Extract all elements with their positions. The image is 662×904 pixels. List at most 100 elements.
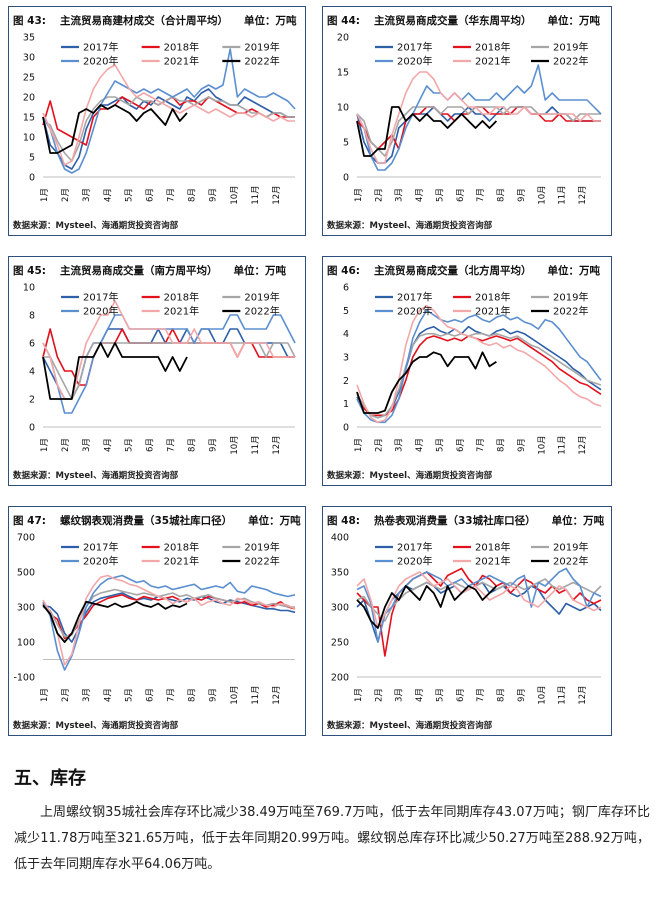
figure-title: 主流贸易商成交量（北方周平均）: [373, 265, 532, 277]
chart-title: 图 46: 主流贸易商成交量（北方周平均） 单位：万吨: [327, 263, 600, 278]
y-tick-label: 0: [343, 423, 349, 434]
x-tick-label: 8月: [188, 438, 198, 452]
legend-label: 2017年: [83, 41, 118, 54]
x-tick-label: 8月: [497, 188, 507, 202]
y-tick-label: 20: [337, 33, 349, 44]
figure-number: 图 48:: [327, 515, 360, 527]
series-line-2020: [356, 64, 602, 171]
x-tick-label: 5月: [435, 188, 445, 202]
x-tick-label: 1月: [354, 688, 364, 702]
x-tick-label: 7月: [476, 188, 486, 202]
y-tick-label: 10: [23, 283, 35, 294]
x-tick-label: 3月: [82, 688, 92, 702]
x-tick-label: 4月: [415, 688, 425, 702]
x-tick-label: 5月: [124, 188, 134, 202]
x-tick-label: 8月: [188, 688, 198, 702]
chart-title: 图 48: 热卷表观消费量（33城社库口径） 单位：万吨: [327, 513, 604, 528]
x-tick-label: 8月: [497, 438, 507, 452]
x-tick-label: 2月: [61, 188, 71, 202]
x-tick-label: 4月: [103, 188, 113, 202]
series-line-2022: [356, 106, 498, 157]
figure-unit: 单位：万吨: [551, 515, 605, 527]
data-source: 数据来源：Mysteel、海通期货投资咨询部: [327, 221, 493, 231]
y-tick-label: 20: [23, 93, 35, 104]
x-tick-label: 10月: [230, 185, 240, 204]
y-tick-label: 4: [29, 367, 35, 378]
x-tick-label: 1月: [40, 688, 50, 702]
x-tick-label: 4月: [103, 688, 113, 702]
series-line-2021: [356, 304, 602, 424]
data-source: 数据来源：Mysteel、海通期货投资咨询部: [327, 471, 493, 481]
x-tick-label: 3月: [82, 438, 92, 452]
legend-label: 2017年: [397, 291, 432, 304]
legend-label: 2017年: [397, 541, 432, 554]
y-tick-label: 350: [331, 568, 349, 579]
y-tick-label: 500: [17, 568, 35, 579]
y-tick-label: 2: [343, 376, 349, 387]
chart-panel-44: 图 44: 主流贸易商成交量（华东周平均） 单位：万吨 0 5 10 15 20 1月 2月 3月…: [322, 6, 612, 236]
legend-label: 2021年: [164, 55, 199, 68]
y-tick-label: 8: [29, 311, 35, 322]
x-tick-label: 5月: [435, 688, 445, 702]
series-line-2022: [42, 342, 188, 400]
legend-label: 2020年: [397, 305, 432, 318]
chart-panel-45: 图 45: 主流贸易商成交量（南方周平均） 单位：万吨 0 2 4 6 8 10 1月 2月 3月 4…: [8, 256, 306, 486]
y-tick-label: 30: [23, 53, 35, 64]
figure-title: 主流贸易商成交量（华东周平均）: [373, 15, 532, 27]
legend-label: 2018年: [164, 541, 199, 554]
x-tick-label: 3月: [395, 188, 405, 202]
y-tick-label: 300: [331, 603, 349, 614]
x-tick-label: 11月: [251, 185, 261, 204]
data-source: 数据来源：Mysteel、海通期货投资咨询部: [13, 721, 179, 731]
figure-title: 主流贸易商建材成交（合计周平均）: [59, 15, 228, 27]
series-line-2022: [42, 600, 188, 643]
figure-number: 图 44:: [327, 15, 360, 27]
series-line-2021: [356, 571, 602, 629]
series-line-2019: [356, 332, 602, 419]
x-tick-label: 1月: [40, 438, 50, 452]
series-line-2021: [42, 574, 296, 666]
x-tick-label: 1月: [354, 188, 364, 202]
data-source: 数据来源：Mysteel、海通期货投资咨询部: [13, 221, 179, 231]
y-tick-label: 0: [343, 173, 349, 184]
legend-label: 2019年: [553, 541, 588, 554]
x-tick-label: 9月: [209, 688, 219, 702]
legend-label: 2019年: [244, 291, 279, 304]
series-line-2019: [42, 96, 295, 162]
x-tick-label: 9月: [209, 438, 219, 452]
figure-number: 图 43:: [13, 15, 46, 27]
x-tick-label: 12月: [272, 685, 282, 704]
x-tick-label: 2月: [61, 438, 71, 452]
series-line-2020: [356, 309, 602, 424]
x-tick-label: 2月: [61, 688, 71, 702]
series-line-2020: [42, 314, 296, 414]
legend-label: 2017年: [83, 291, 118, 304]
x-tick-label: 9月: [209, 188, 219, 202]
x-tick-label: 5月: [124, 688, 134, 702]
figure-title: 螺纹钢表观消费量（35城社库口径）: [59, 515, 233, 527]
x-tick-label: 3月: [395, 438, 405, 452]
figure-unit: 单位：万吨: [547, 15, 600, 27]
y-tick-label: -100: [13, 673, 35, 684]
y-tick-label: 10: [337, 103, 349, 114]
legend-label: 2020年: [397, 555, 432, 568]
legend-label: 2018年: [164, 291, 199, 304]
x-tick-label: 11月: [558, 185, 568, 204]
series-line-2017: [356, 581, 602, 643]
y-tick-label: 5: [29, 153, 35, 164]
x-tick-label: 11月: [558, 435, 568, 454]
x-tick-label: 10月: [537, 685, 547, 704]
legend-label: 2018年: [475, 291, 510, 304]
series-line-2022: [42, 104, 188, 154]
figure-title: 主流贸易商成交量（南方周平均）: [59, 265, 218, 277]
x-tick-label: 2月: [374, 188, 384, 202]
x-tick-label: 11月: [251, 685, 261, 704]
x-tick-label: 8月: [188, 188, 198, 202]
x-tick-label: 3月: [82, 188, 92, 202]
legend-label: 2021年: [475, 305, 510, 318]
series-line-2022: [356, 351, 497, 414]
legend-label: 2021年: [164, 555, 199, 568]
y-tick-label: 100: [17, 638, 35, 649]
series-line-2017: [356, 325, 602, 419]
